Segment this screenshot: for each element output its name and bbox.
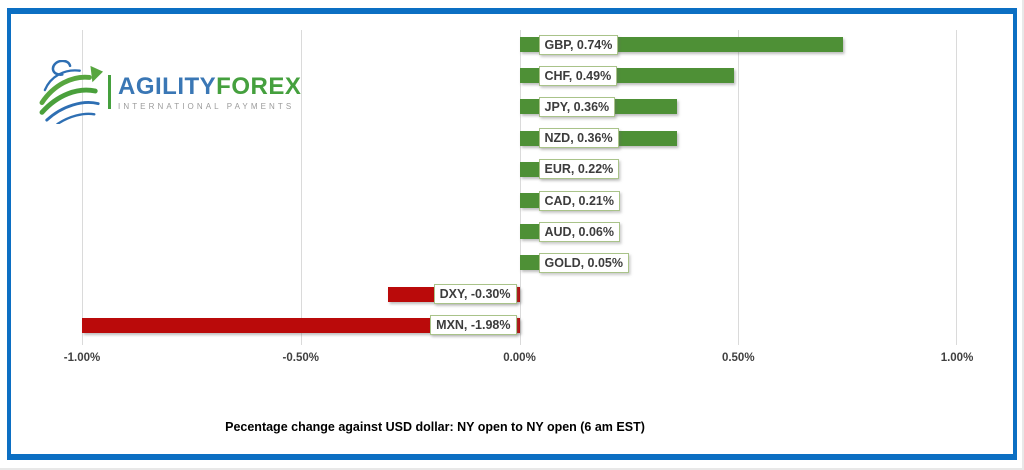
bar-label-mxn: MXN, -1.98% [430,315,517,336]
bar-mxn [82,317,520,333]
x-tick-label: 0.50% [721,352,755,364]
bar-label-eur: EUR, 0.22% [538,159,620,180]
brand-tagline: INTERNATIONAL PAYMENTS [118,102,295,111]
gridline [300,30,302,345]
logo-divider [108,75,111,109]
bar-label-aud: AUD, 0.06% [538,221,620,242]
logo-text: AGILITYFOREX INTERNATIONAL PAYMENTS [118,73,302,112]
bar-label-jpy: JPY, 0.36% [538,96,616,117]
gridline [519,30,521,345]
plot-area [82,30,957,345]
bar-label-dxy: DXY, -0.30% [433,284,517,305]
brand-primary: AGILITY [118,73,217,100]
chart-title: Pecentage change against USD dollar: NY … [225,420,645,434]
gridline [956,30,957,345]
x-tick-label: -0.50% [282,352,319,364]
bar-label-gold: GOLD, 0.05% [538,252,629,273]
x-tick-label: 1.00% [940,352,974,364]
brand-name: AGILITYFOREX [118,73,302,100]
x-tick-label: 0.00% [503,352,536,364]
agilityforex-logo: AGILITYFOREX INTERNATIONAL PAYMENTS [38,58,302,130]
x-tick-label: -1.00% [63,352,101,364]
gridline [738,30,740,345]
globe-arrow-icon [38,59,106,129]
gridline [82,30,83,345]
bars-layer: GBP, 0.74% CHF, 0.49% JPY, 0.36% NZD, 0.36%… [82,30,957,345]
bar-label-nzd: NZD, 0.36% [538,128,619,149]
bar-label-gbp: GBP, 0.74% [538,34,619,55]
bar-label-chf: CHF, 0.49% [538,65,618,86]
bar-gold [519,255,542,271]
bar-label-cad: CAD, 0.21% [538,190,620,211]
brand-secondary: FOREX [216,73,302,100]
